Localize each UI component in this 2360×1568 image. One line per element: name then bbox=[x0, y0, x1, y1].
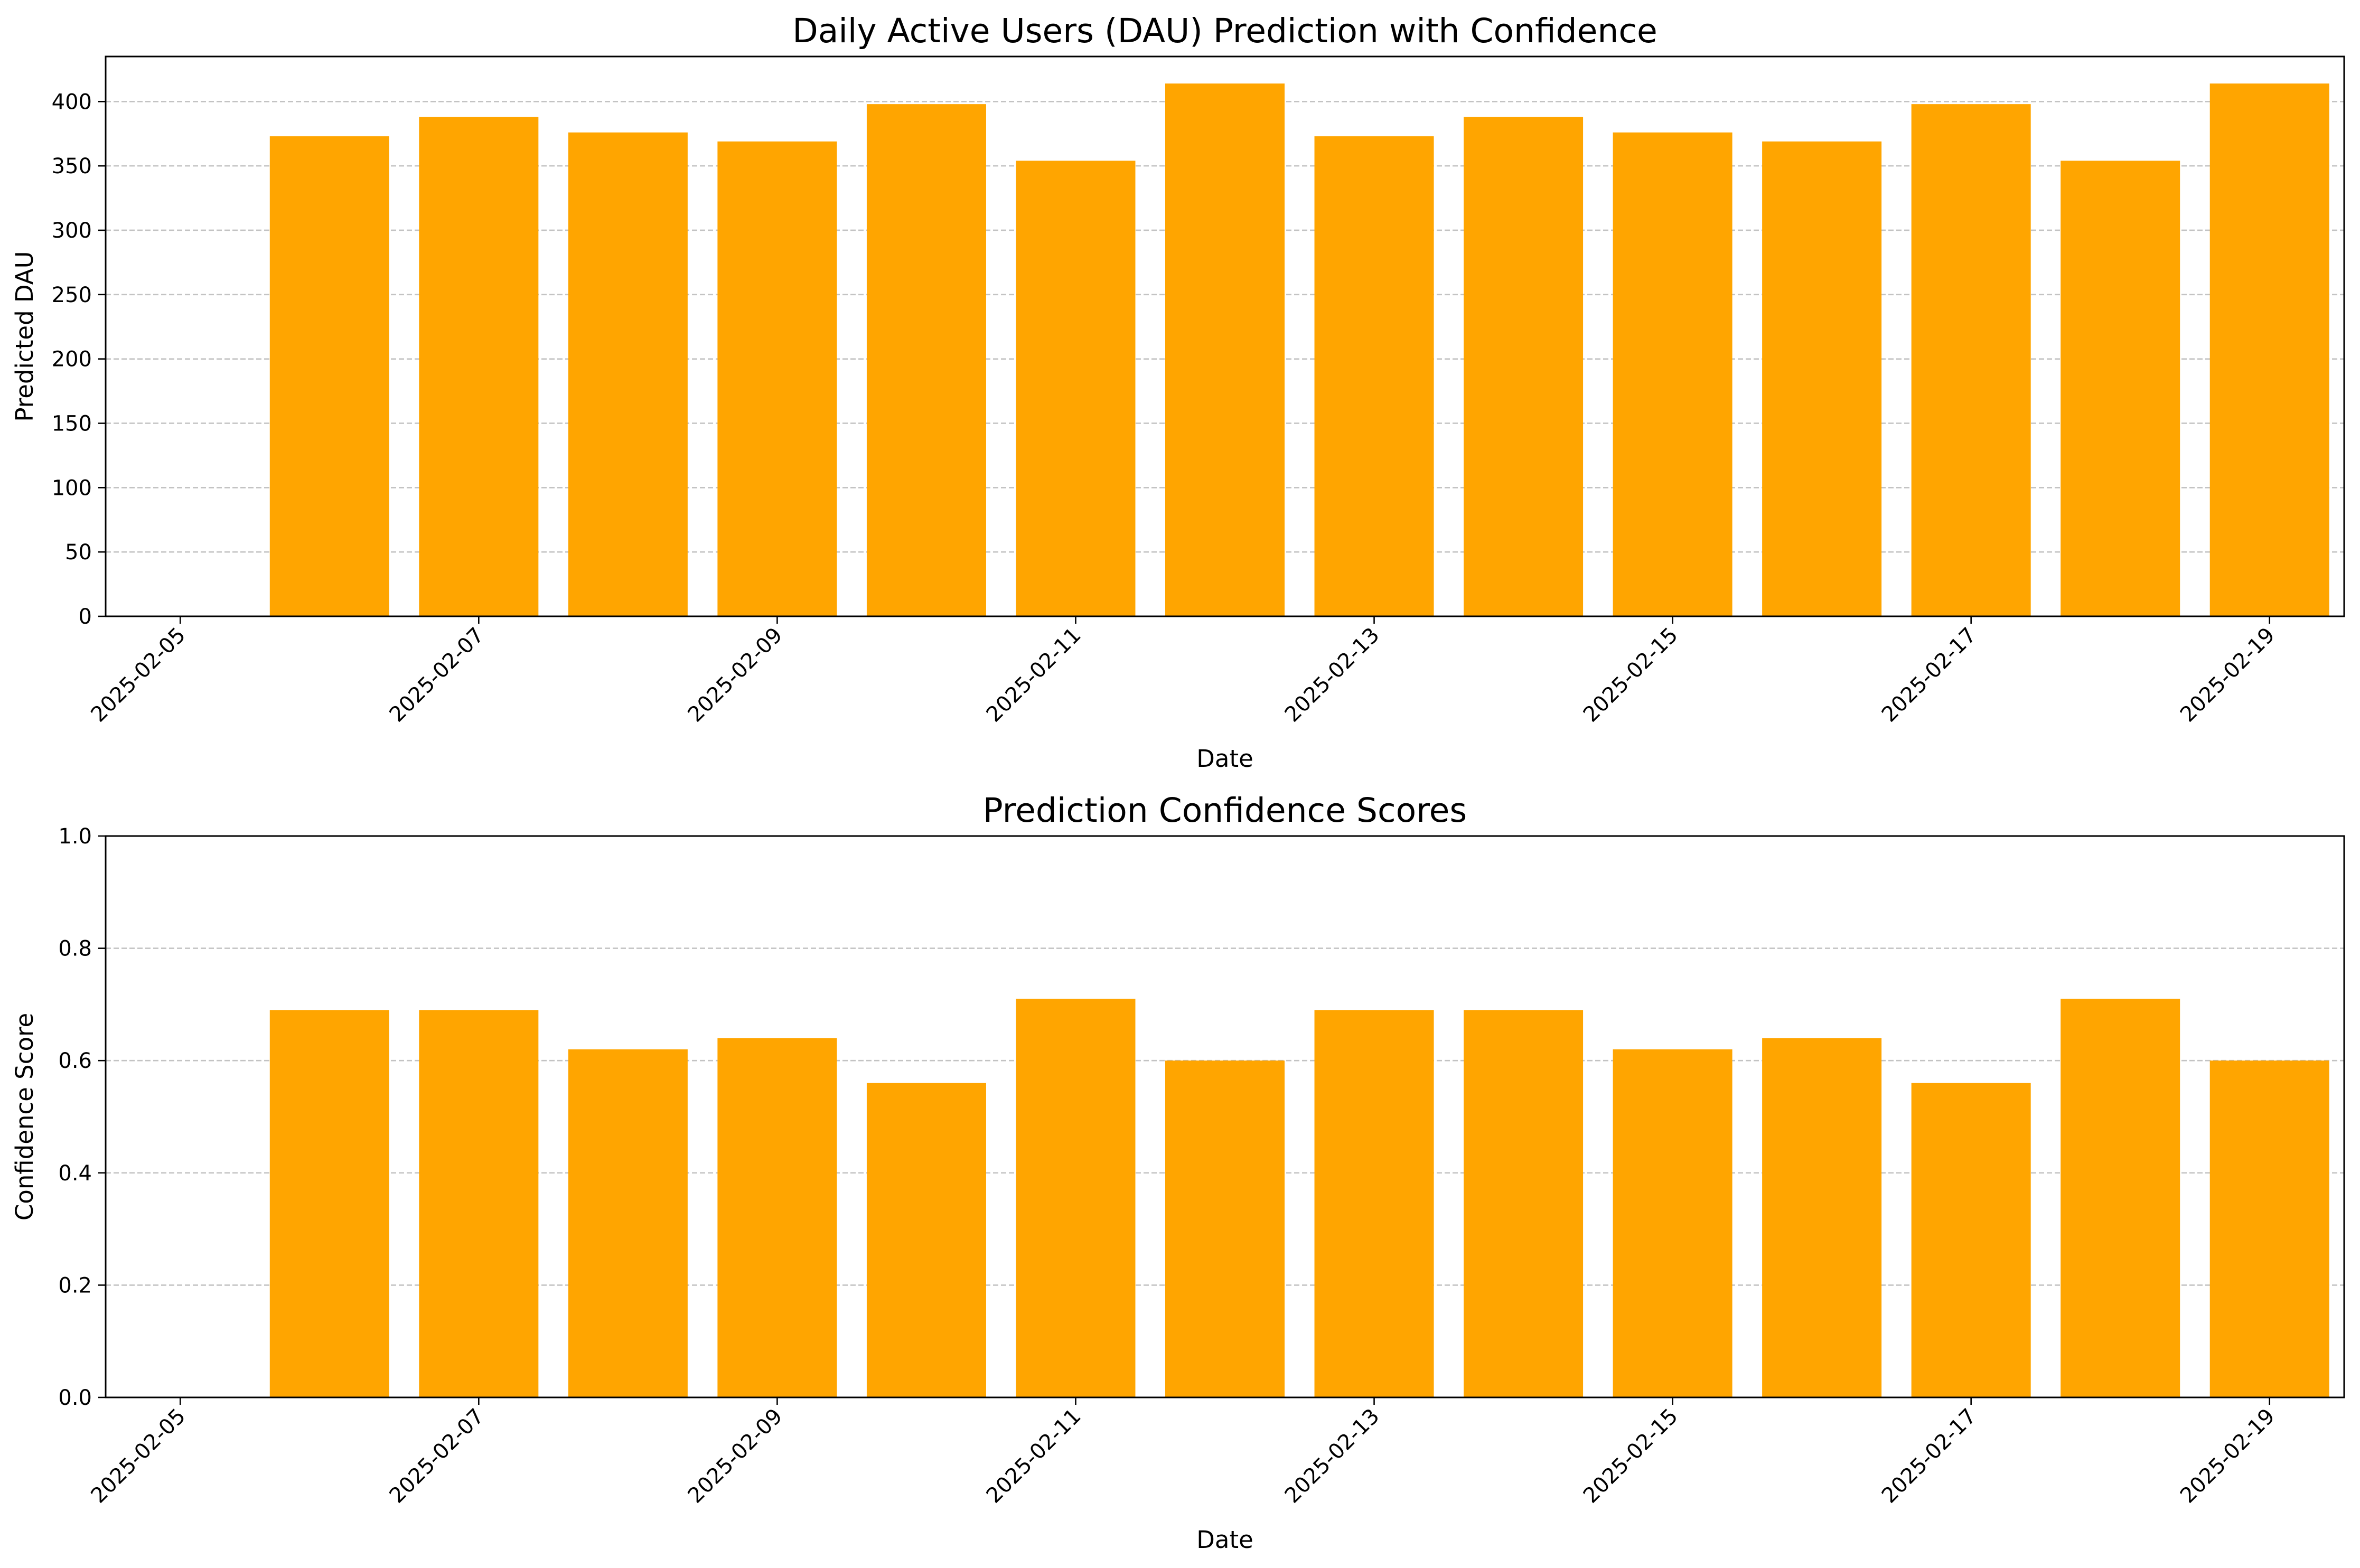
x-tick-label: 2025-02-11 bbox=[982, 1404, 1086, 1508]
x-tick-label: 2025-02-09 bbox=[683, 1404, 788, 1508]
bar bbox=[269, 1010, 389, 1397]
x-tick-label: 2025-02-17 bbox=[1877, 1404, 1981, 1508]
bar bbox=[2209, 83, 2329, 616]
x-axis-label: Date bbox=[1196, 1526, 1253, 1554]
y-tick-label: 0.8 bbox=[58, 937, 92, 961]
x-tick-label: 2025-02-15 bbox=[1579, 1404, 1683, 1508]
y-tick-label: 1.0 bbox=[58, 824, 92, 849]
bar bbox=[269, 136, 389, 617]
bar bbox=[717, 1038, 837, 1397]
bar bbox=[1165, 1060, 1285, 1397]
chart-title: Daily Active Users (DAU) Prediction with… bbox=[792, 12, 1657, 50]
bar bbox=[1762, 1038, 1882, 1397]
bar bbox=[2061, 999, 2180, 1397]
bar bbox=[568, 1049, 688, 1397]
bar bbox=[419, 117, 539, 616]
bar bbox=[866, 104, 986, 617]
y-tick-label: 150 bbox=[52, 411, 92, 436]
y-tick-label: 200 bbox=[52, 348, 92, 372]
axes-frame bbox=[105, 835, 2345, 1398]
bar bbox=[717, 141, 837, 616]
y-tick-label: 400 bbox=[52, 90, 92, 114]
y-tick-label: 0.0 bbox=[58, 1386, 92, 1410]
bar bbox=[1911, 104, 2031, 617]
x-axis-label: Date bbox=[1196, 745, 1253, 773]
y-tick-label: 300 bbox=[52, 219, 92, 243]
bar bbox=[1314, 1010, 1434, 1397]
axes-frame bbox=[105, 55, 2345, 617]
bar bbox=[1016, 161, 1136, 617]
y-tick-label: 100 bbox=[52, 476, 92, 500]
y-axis-label: Predicted DAU bbox=[11, 251, 39, 421]
y-tick-label: 250 bbox=[52, 283, 92, 307]
bar bbox=[1314, 136, 1434, 617]
x-tick-label: 2025-02-11 bbox=[982, 623, 1086, 727]
x-tick-label: 2025-02-07 bbox=[385, 623, 489, 727]
x-tick-label: 2025-02-07 bbox=[385, 1404, 489, 1508]
y-tick-label: 0.6 bbox=[58, 1049, 92, 1073]
x-tick-label: 2025-02-13 bbox=[1280, 1404, 1384, 1508]
y-tick-label: 0.2 bbox=[58, 1273, 92, 1298]
bar bbox=[2209, 1060, 2329, 1397]
bar bbox=[866, 1083, 986, 1397]
bar bbox=[568, 132, 688, 616]
bar bbox=[419, 1010, 539, 1397]
bar bbox=[1613, 132, 1732, 616]
chart-title: Prediction Confidence Scores bbox=[983, 791, 1467, 830]
bar bbox=[1165, 83, 1285, 616]
bar bbox=[1016, 999, 1136, 1397]
confidence-chart: 0.0 0.2 0.4 0.6 0.8 1.0 2025-02-05 2025-02-07 20… bbox=[11, 791, 2345, 1554]
y-axis-label: Confidence Score bbox=[11, 1013, 39, 1220]
dau-chart: 0 50 100 150 200 250 300 350 400 2025-02-05 2025-0… bbox=[11, 12, 2345, 773]
x-tick-label: 2025-02-13 bbox=[1280, 623, 1384, 727]
y-tick-label: 50 bbox=[65, 540, 92, 565]
x-tick-label: 2025-02-15 bbox=[1579, 623, 1683, 727]
x-tick-label: 2025-02-05 bbox=[86, 1404, 190, 1508]
x-tick-label: 2025-02-19 bbox=[2176, 1404, 2280, 1508]
y-tick-label: 0.4 bbox=[58, 1161, 92, 1186]
y-tick-label: 350 bbox=[52, 154, 92, 179]
bar bbox=[1911, 1083, 2031, 1397]
x-tick-label: 2025-02-09 bbox=[683, 623, 788, 727]
x-tick-label: 2025-02-19 bbox=[2176, 623, 2280, 727]
bar bbox=[1762, 141, 1882, 616]
bar bbox=[1464, 117, 1584, 616]
y-tick-label: 0 bbox=[79, 605, 92, 629]
bar bbox=[2061, 161, 2180, 617]
bar bbox=[1613, 1049, 1732, 1397]
bar bbox=[1464, 1010, 1584, 1397]
x-tick-label: 2025-02-17 bbox=[1877, 623, 1981, 727]
x-tick-label: 2025-02-05 bbox=[86, 623, 190, 727]
